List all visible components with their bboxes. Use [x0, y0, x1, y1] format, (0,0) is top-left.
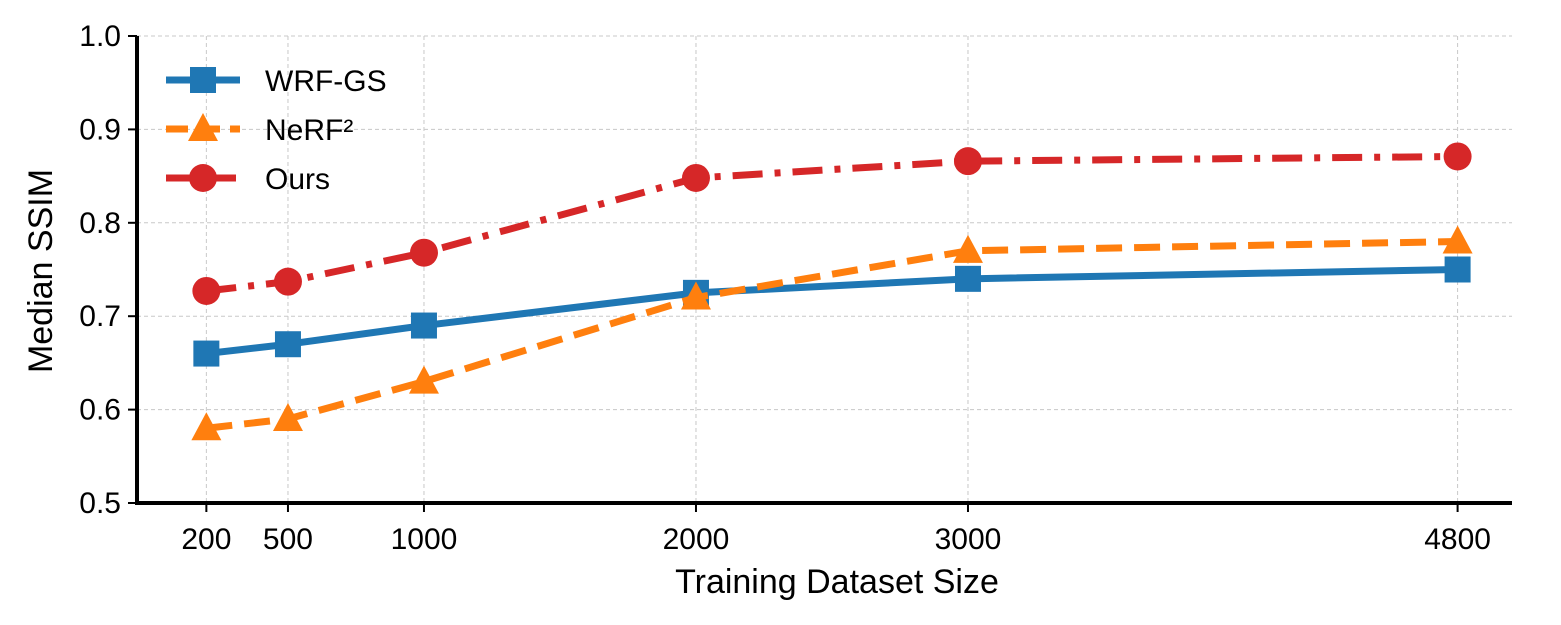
data-point-ours	[409, 238, 438, 267]
legend-item-wrf-gs: WRF-GS	[166, 65, 387, 98]
x-tick-label: 3000	[935, 523, 1002, 556]
y-tick-label: 0.5	[79, 487, 121, 520]
data-point-ours	[273, 267, 302, 296]
legend-label-ours: Ours	[265, 163, 330, 196]
series-nerf	[191, 225, 1473, 441]
legend-item-nerf: NeRF²	[166, 113, 353, 147]
series-ours	[192, 142, 1472, 305]
axes	[135, 36, 1512, 505]
x-tick-label: 2000	[663, 523, 730, 556]
data-point-nerf	[408, 365, 439, 394]
data-point-ours	[953, 147, 982, 176]
legend: WRF-GS NeRF² Ours	[166, 65, 387, 196]
legend-label-nerf: NeRF²	[265, 114, 353, 147]
data-point-nerf	[680, 281, 711, 310]
data-point-wrf-gs	[274, 331, 301, 358]
data-point-ours	[192, 276, 221, 305]
series-wrf-gs	[193, 256, 1471, 367]
y-tick-label: 0.6	[79, 394, 121, 427]
x-axis-title: Training Dataset Size	[675, 563, 999, 601]
data-point-wrf-gs	[1444, 256, 1471, 283]
legend-marker-nerf	[188, 113, 218, 141]
data-point-nerf	[191, 412, 222, 441]
y-tick-label: 0.8	[79, 207, 121, 240]
series-layer	[191, 142, 1473, 441]
data-point-wrf-gs	[410, 312, 437, 339]
legend-label-wrf-gs: WRF-GS	[265, 65, 387, 98]
data-point-ours	[1443, 142, 1472, 171]
series-line-wrf-gs	[205, 266, 1458, 358]
legend-item-ours: Ours	[166, 163, 330, 196]
x-tick-label: 4800	[1424, 523, 1491, 556]
data-point-wrf-gs	[954, 265, 981, 292]
x-tick-label: 500	[263, 523, 313, 556]
y-tick-label: 0.9	[79, 113, 121, 146]
data-point-ours	[681, 163, 710, 192]
data-point-nerf	[1442, 225, 1473, 254]
legend-marker-ours	[189, 164, 217, 192]
x-tick-label: 200	[181, 523, 231, 556]
y-axis-title: Median SSIM	[22, 169, 60, 373]
data-point-nerf	[952, 234, 983, 263]
x-tick-label: 1000	[391, 523, 458, 556]
legend-marker-wrf-gs	[190, 67, 216, 93]
y-tick-label: 1.0	[79, 20, 121, 53]
data-point-nerf	[272, 402, 303, 431]
series-line-nerf	[205, 237, 1458, 432]
ticks: 200 500 1000 2000 3000 4800 0.5 0.6 0.7 0.8 0.9 1.0	[79, 20, 1491, 556]
y-tick-label: 0.7	[79, 300, 121, 333]
data-point-wrf-gs	[193, 340, 220, 367]
